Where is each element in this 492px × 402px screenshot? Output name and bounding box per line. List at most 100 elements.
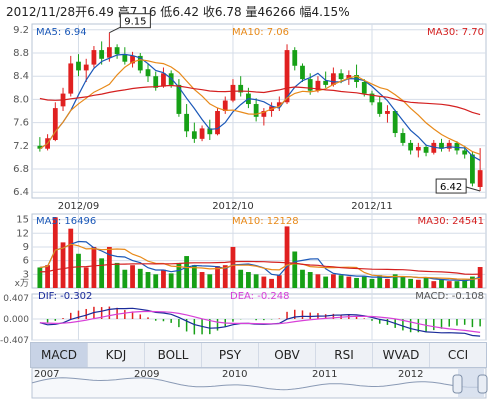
volume-bar-down bbox=[253, 274, 259, 288]
volume-ytick-label: 3 bbox=[23, 269, 29, 280]
macd-ytick-label: 0.000 bbox=[3, 315, 29, 325]
volume-bar-up bbox=[276, 275, 282, 288]
tab-macd[interactable]: MACD bbox=[31, 343, 88, 367]
volume-bar-down bbox=[369, 278, 375, 288]
indicator-tabbar: MACD KDJ BOLL PSY OBV RSI WVAD CCI bbox=[30, 342, 487, 368]
tab-boll[interactable]: BOLL bbox=[145, 343, 202, 367]
candle-up bbox=[215, 111, 220, 135]
volume-bar-down bbox=[354, 277, 359, 288]
timeline-left-handle[interactable] bbox=[452, 374, 463, 394]
low-marker-line bbox=[466, 186, 481, 192]
volume-bar-down bbox=[323, 276, 329, 288]
volume-bar-up bbox=[261, 276, 267, 288]
macd-legend-macd: MACD: -0.108 bbox=[415, 291, 484, 302]
quote-date: 2012/11/28 bbox=[6, 5, 76, 19]
date-xtick-label: 2012/10 bbox=[212, 201, 254, 212]
price-ytick-label: 8.8 bbox=[13, 48, 29, 59]
price-ytick-label: 8.0 bbox=[13, 94, 29, 105]
low-marker-label: 6.42 bbox=[440, 182, 462, 193]
price-panel-frame bbox=[31, 23, 487, 199]
price-ytick-label: 8.4 bbox=[13, 71, 29, 82]
volume-bar-down bbox=[338, 275, 344, 288]
price-ytick-label: 9.2 bbox=[13, 25, 29, 36]
candle-down bbox=[153, 76, 159, 88]
volume-legend-ma10: MA10: 12128 bbox=[232, 216, 299, 227]
macd-legend-dea: DEA: -0.248 bbox=[230, 291, 289, 302]
candle-down bbox=[300, 65, 305, 80]
candle-up bbox=[222, 100, 228, 111]
candle-down bbox=[369, 93, 375, 103]
volume-bar-down bbox=[392, 274, 398, 288]
tab-wvad[interactable]: WVAD bbox=[373, 343, 430, 367]
tab-obv[interactable]: OBV bbox=[259, 343, 316, 367]
low-value: 6.42 bbox=[172, 5, 200, 19]
candle-up bbox=[385, 111, 390, 114]
candle-down bbox=[292, 50, 298, 66]
candle-up bbox=[477, 170, 483, 187]
date-xtick-label: 2012/09 bbox=[58, 201, 100, 212]
candle-up bbox=[52, 108, 58, 140]
volume-bar-down bbox=[246, 272, 251, 288]
candle-down bbox=[191, 131, 197, 139]
candle-down bbox=[37, 145, 43, 149]
candle-down bbox=[238, 84, 244, 93]
candle-down bbox=[323, 80, 329, 85]
ma5-line bbox=[39, 53, 481, 161]
volume-label: 量 bbox=[245, 5, 258, 19]
volume-bar-up bbox=[222, 265, 228, 288]
close-label: 收 bbox=[202, 5, 215, 19]
candle-up bbox=[346, 75, 352, 80]
volume-bar-down bbox=[114, 262, 120, 288]
volume-bar-down bbox=[168, 273, 174, 288]
open-label: 开 bbox=[75, 5, 88, 19]
volume-bar-up bbox=[269, 278, 274, 288]
candle-up bbox=[68, 63, 74, 94]
change-value: 4.15% bbox=[311, 5, 350, 19]
tab-psy[interactable]: PSY bbox=[202, 343, 259, 367]
volume-bar-up bbox=[431, 281, 437, 288]
high-marker-line bbox=[109, 26, 122, 34]
volume-bar-up bbox=[446, 281, 452, 288]
volume-bar-up bbox=[91, 246, 97, 288]
candle-down bbox=[462, 150, 468, 155]
timeline-right-handle[interactable] bbox=[477, 374, 488, 394]
volume-bar-up bbox=[68, 228, 74, 288]
volume-bar-down bbox=[153, 274, 159, 288]
candle-up bbox=[230, 84, 236, 101]
tab-kdj[interactable]: KDJ bbox=[88, 343, 145, 367]
timeline-price-line bbox=[31, 377, 487, 391]
open-value: 6.49 bbox=[87, 5, 114, 19]
tab-cci[interactable]: CCI bbox=[447, 348, 469, 362]
timeline-navigator bbox=[31, 367, 487, 399]
volume-bar-down bbox=[292, 251, 298, 288]
price-legend-ma30: MA30: 7.70 bbox=[427, 27, 484, 38]
volume-bar-down bbox=[122, 269, 128, 288]
volume-ytick-label: 9 bbox=[23, 242, 29, 253]
volume-bar-up bbox=[385, 278, 390, 288]
close-value: 6.78 bbox=[214, 5, 242, 19]
volume-bar-up bbox=[284, 226, 290, 288]
candle-up bbox=[130, 55, 135, 64]
candle-down bbox=[137, 55, 143, 71]
date-xtick-label: 2012/11 bbox=[351, 201, 393, 212]
volume-bar-up bbox=[315, 274, 321, 288]
candle-down bbox=[176, 84, 182, 114]
timeline-year-label: 2007 bbox=[34, 369, 59, 380]
volume-bar-up bbox=[346, 276, 352, 288]
candle-down bbox=[408, 142, 414, 151]
volume-bar-down bbox=[207, 274, 213, 288]
volume-legend-ma30: MA30: 24541 bbox=[417, 216, 484, 227]
tab-rsi[interactable]: RSI bbox=[316, 343, 373, 367]
volume-bar-down bbox=[184, 256, 190, 288]
candle-up bbox=[261, 111, 267, 117]
candle-down bbox=[400, 133, 406, 143]
volume-bar-up bbox=[130, 265, 135, 288]
timeline-year-label: 2010 bbox=[222, 369, 247, 380]
volume-bar-up bbox=[83, 267, 89, 288]
volume-bar-down bbox=[137, 268, 143, 288]
low-label: 低 bbox=[160, 5, 173, 19]
candle-up bbox=[199, 128, 205, 139]
volume-bar-up bbox=[60, 242, 66, 288]
candle-down bbox=[99, 50, 105, 59]
candle-down bbox=[423, 146, 429, 153]
